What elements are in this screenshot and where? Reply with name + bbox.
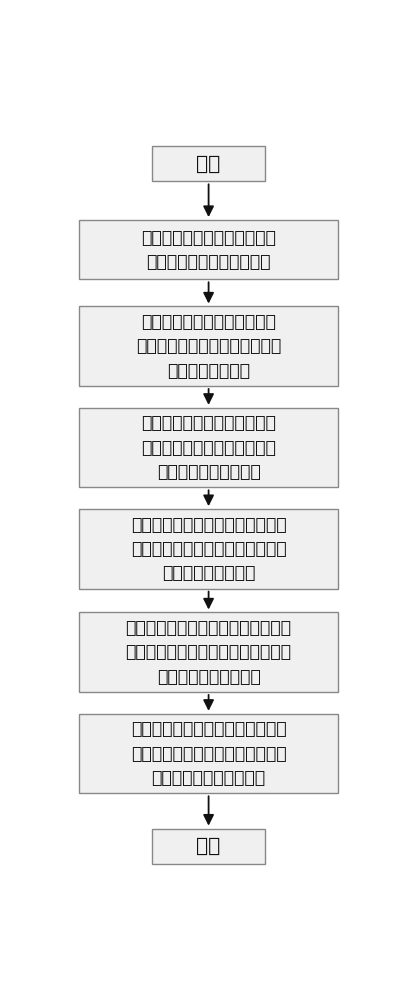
FancyBboxPatch shape	[79, 306, 338, 386]
Text: 主控终端计算干扰对齐的预编码矩
阵和干扰抑制矩阵，并分别发送给
发射终端和接收终端: 主控终端计算干扰对齐的预编码矩 阵和干扰抑制矩阵，并分别发送给 发射终端和接收终…	[131, 516, 287, 582]
Text: 选择一个发射终端作为主控终
端，主控终端控制每个发射终端
发射信道训练信号: 选择一个发射终端作为主控终 端，主控终端控制每个发射终端 发射信道训练信号	[136, 313, 281, 380]
FancyBboxPatch shape	[79, 220, 338, 279]
FancyBboxPatch shape	[79, 714, 338, 793]
FancyBboxPatch shape	[79, 408, 338, 487]
Text: 多个业务对终端组网，并利用
卫星授时实现终端时频同步: 多个业务对终端组网，并利用 卫星授时实现终端时频同步	[141, 229, 276, 271]
Text: 每个接收终端进行发射终端到
自身的信道估计，并将信道估
计信息发送给主控终端: 每个接收终端进行发射终端到 自身的信道估计，并将信道估 计信息发送给主控终端	[141, 414, 276, 481]
Text: 开始: 开始	[197, 154, 221, 173]
Text: 接收终端对收到的信息流进行干扰
抑制处理、解调、信道译码和安全
解码后得到恢复的业务流: 接收终端对收到的信息流进行干扰 抑制处理、解调、信道译码和安全 解码后得到恢复的…	[131, 720, 287, 787]
Text: 结束: 结束	[197, 837, 221, 856]
FancyBboxPatch shape	[79, 612, 338, 692]
FancyBboxPatch shape	[152, 146, 265, 181]
FancyBboxPatch shape	[152, 829, 265, 864]
Text: 发射终端对二进制业务流进行安全编
码，然后经信道编码、调制和预编码
矩阵处理后由天线发送: 发射终端对二进制业务流进行安全编 码，然后经信道编码、调制和预编码 矩阵处理后由…	[126, 619, 291, 686]
FancyBboxPatch shape	[79, 509, 338, 589]
